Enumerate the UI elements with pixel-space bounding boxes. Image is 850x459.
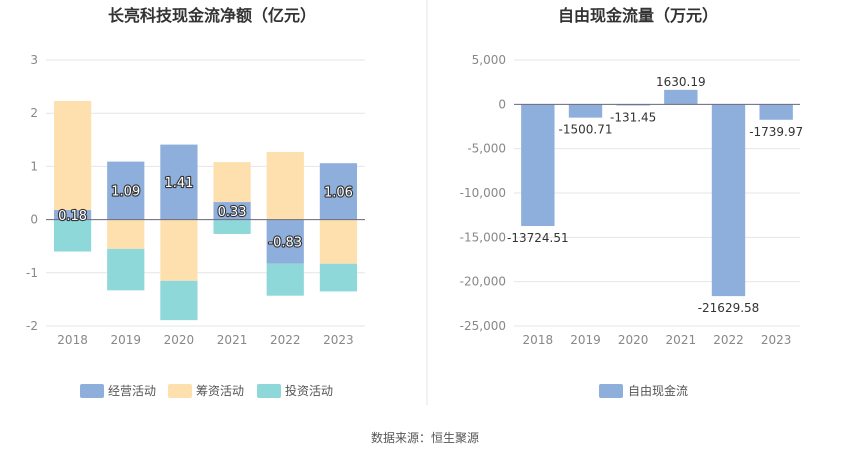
left-bar-series-2: [266, 263, 304, 296]
right-data-label: -21629.58: [698, 301, 760, 315]
right-bar-series-0: [568, 104, 603, 118]
right-bar-series-0: [616, 104, 650, 106]
legend-label-free-cash-flow: 自由现金流: [628, 383, 688, 398]
right-data-labels: -13724.51 -1500.71-131.45 1630.19 -21629.58…: [507, 75, 803, 315]
right-grid: [514, 59, 800, 327]
right-y-tick-label: -10,000: [460, 186, 506, 200]
right-chart-title: 自由现金流量（万元）: [558, 6, 718, 25]
left-y-tick-label: 3: [30, 53, 38, 67]
left-y-tick-label: 1: [30, 159, 38, 173]
left-bar-series-1: [107, 219, 145, 249]
left-data-label: -0.83: [268, 236, 302, 251]
left-y-tick-label: 2: [30, 106, 38, 120]
left-bar-series-1: [319, 219, 358, 264]
legend-item-operating[interactable]: 经营活动: [80, 384, 156, 398]
right-y-tick-label: -15,000: [460, 230, 506, 244]
right-y-tick-label: -20,000: [460, 275, 506, 289]
left-chart: 长亮科技现金流净额（亿元） -2 -1 0 1 2 3 2018 2019 2020 2021 20…: [26, 6, 365, 398]
left-x-tick-label: 2020: [164, 333, 195, 347]
legend-label-financing: 筹资活动: [196, 384, 244, 398]
left-bar-series-0: [160, 144, 198, 220]
left-bar-series-0: [213, 202, 251, 220]
legend-swatch-free-cash-flow: [599, 384, 623, 398]
right-y-tick-label: -5,000: [467, 142, 506, 156]
right-bar-series-0: [664, 89, 698, 105]
left-data-label: 0.33: [218, 205, 247, 220]
right-data-label: -131.45: [610, 110, 656, 124]
right-bar-series-0: [711, 104, 746, 297]
right-data-label: -1500.71: [559, 123, 613, 137]
legend-label-operating: 经营活动: [108, 384, 156, 398]
right-y-tick-label: 0: [498, 97, 506, 111]
right-legend: 自由现金流: [599, 383, 688, 398]
legend-swatch-investing: [257, 384, 281, 398]
right-bars: [521, 89, 793, 297]
left-x-tick-label: 2023: [323, 333, 354, 347]
left-y-tick-label: 0: [30, 213, 38, 227]
legend-item-free-cash-flow[interactable]: 自由现金流: [599, 383, 688, 398]
left-legend: 经营活动 筹资活动 投资活动: [80, 383, 333, 398]
left-x-tick-label: 2022: [270, 333, 301, 347]
left-bar-series-1: [213, 162, 251, 203]
right-bar-series-0: [759, 104, 793, 120]
left-bars: [53, 100, 358, 321]
source-note: 数据来源：恒生聚源: [371, 430, 479, 445]
left-grid: [46, 59, 365, 327]
left-bar-series-2: [213, 219, 251, 234]
right-y-tick-label: -25,000: [460, 319, 506, 333]
left-bar-series-2: [107, 248, 145, 291]
left-bar-series-1: [266, 152, 304, 220]
left-axis: -2 -1 0 1 2 3 2018 2019 2020 2021 2022 2023: [26, 53, 365, 347]
right-chart: 自由现金流量（万元） -25,000-20,000-15,000-10,000-…: [460, 6, 803, 398]
left-bar-series-2: [319, 263, 358, 292]
right-data-label: -1739.97: [749, 125, 803, 139]
left-data-label: 0.18: [58, 209, 87, 224]
right-y-tick-label: 5,000: [472, 53, 506, 67]
right-data-label: -13724.51: [507, 231, 569, 245]
right-x-tick-label: 2023: [761, 333, 792, 347]
left-bar-series-0: [107, 161, 145, 220]
right-x-tick-label: 2020: [618, 333, 649, 347]
right-x-tick-label: 2018: [523, 333, 554, 347]
left-data-label: 1.41: [164, 176, 193, 191]
left-chart-title: 长亮科技现金流净额（亿元）: [108, 6, 316, 25]
right-x-tick-label: 2022: [713, 333, 744, 347]
legend-swatch-operating: [80, 384, 104, 398]
right-data-label: 1630.19: [656, 75, 706, 89]
left-data-labels: 0.18 1.09 1.41 0.33 -0.83 1.06: [57, 175, 354, 252]
left-data-label: 1.09: [111, 185, 140, 200]
left-x-tick-label: 2021: [217, 333, 248, 347]
right-x-tick-label: 2019: [570, 333, 601, 347]
left-bar-series-0: [266, 219, 304, 264]
left-y-tick-label: -2: [26, 319, 38, 333]
right-x-tick-label: 2021: [666, 333, 697, 347]
left-bar-series-2: [53, 219, 92, 252]
legend-swatch-financing: [168, 384, 192, 398]
right-bar-series-0: [521, 104, 555, 227]
legend-item-investing[interactable]: 投资活动: [257, 383, 333, 398]
left-y-tick-label: -1: [26, 266, 38, 280]
left-bar-series-1: [160, 219, 198, 281]
right-axis: -25,000 -20,000 -15,000 -10,000 -5,000 0 5,000…: [460, 53, 800, 347]
left-bar-series-2: [160, 280, 198, 321]
left-bar-series-0: [319, 163, 358, 220]
left-bar-series-0: [53, 210, 92, 220]
left-x-tick-label: 2018: [57, 333, 88, 347]
left-data-label: 1.06: [324, 185, 353, 200]
legend-label-investing: 投资活动: [285, 383, 333, 398]
legend-item-financing[interactable]: 筹资活动: [168, 384, 244, 398]
left-x-tick-label: 2019: [110, 333, 141, 347]
left-bar-series-1: [53, 100, 92, 211]
